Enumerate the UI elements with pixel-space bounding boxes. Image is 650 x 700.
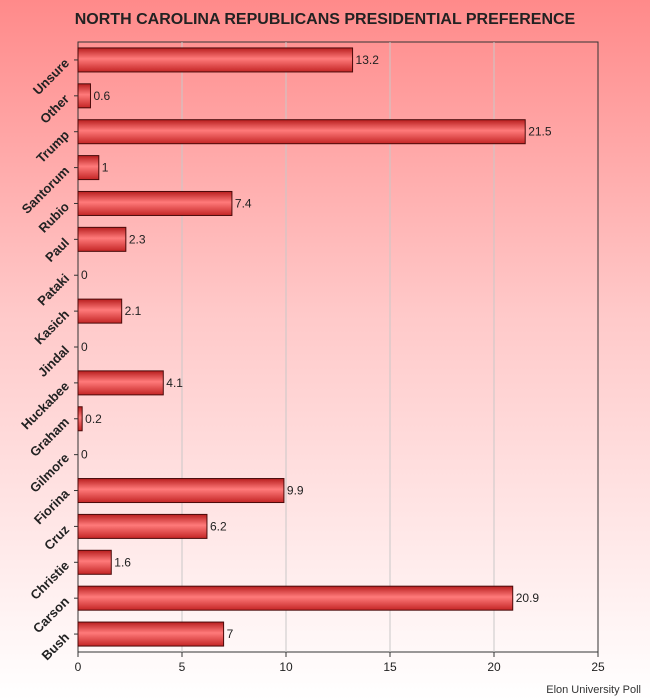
value-label-carson: 20.9 [516,591,540,605]
bar-paul [77,226,127,252]
value-label-trump: 21.5 [528,125,552,139]
value-label-kasich: 2.1 [125,304,142,318]
category-label-pataki: Pataki [34,271,72,309]
bar-huckabee [77,370,164,396]
value-label-gilmore: 0 [81,448,88,462]
value-label-fiorina: 9.9 [287,484,304,498]
bar-graham [77,406,83,432]
x-tick-label: 5 [179,660,186,674]
value-label-graham: 0.2 [85,412,102,426]
category-label-cruz: Cruz [41,522,72,553]
value-label-jindal: 0 [81,340,88,354]
category-label-paul: Paul [42,235,72,265]
value-label-rubio: 7.4 [235,196,252,210]
value-label-cruz: 6.2 [210,519,227,533]
x-tick-label: 15 [383,660,397,674]
bar-other [77,83,91,109]
bar-carson [77,585,514,611]
bar-cruz [77,513,208,539]
category-label-unsure: Unsure [30,55,72,97]
x-tick-label: 10 [279,660,293,674]
value-label-christie: 1.6 [114,555,131,569]
chart-title: NORTH CAROLINA REPUBLICANS PRESIDENTIAL … [75,11,576,28]
bar-bush [77,621,225,647]
bar-kasich [77,298,123,324]
value-label-pataki: 0 [81,268,88,282]
bar-rubio [77,190,233,216]
value-label-santorum: 1 [102,161,109,175]
category-label-bush: Bush [39,630,73,664]
x-tick-label: 25 [591,660,605,674]
bars [77,47,526,647]
category-label-other: Other [37,91,72,126]
bar-christie [77,549,112,575]
category-label-kasich: Kasich [31,307,72,348]
value-label-other: 0.6 [93,89,110,103]
bar-trump [77,119,526,145]
x-tick-label: 20 [487,660,501,674]
category-axis: UnsureOtherTrumpSantorumRubioPaulPatakiK… [18,55,78,663]
value-label-huckabee: 4.1 [166,376,183,390]
category-label-trump: Trump [33,127,72,166]
bar-fiorina [77,478,285,504]
value-labels: 13.2 0.6 21.5 1 7.4 2.3 0 2.1 0 4.1 0.2 0 9.9 6.2 1.6 2… [81,53,552,641]
source-credit: Elon University Poll [546,684,641,696]
value-label-paul: 2.3 [129,232,146,246]
bar-unsure [77,47,354,73]
category-label-jindal: Jindal [35,343,72,380]
category-label-christie: Christie [27,558,72,603]
value-label-bush: 7 [227,627,234,641]
value-label-unsure: 13.2 [356,53,380,67]
x-tick-label: 0 [75,660,82,674]
bar-santorum [77,155,100,181]
x-axis-ticks: 0 5 10 15 20 25 [75,652,605,674]
